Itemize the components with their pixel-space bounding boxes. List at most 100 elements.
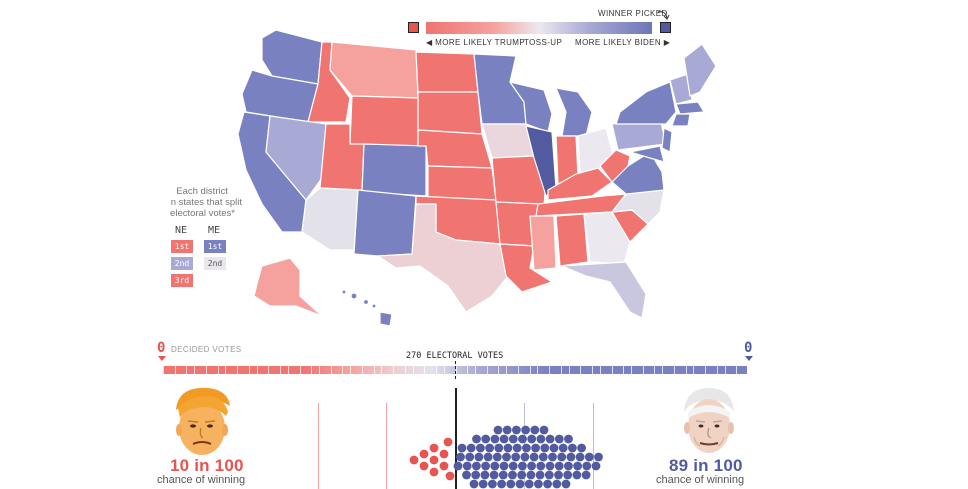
simulation-dot-biden — [502, 425, 512, 435]
me-district-2[interactable]: 2nd — [204, 257, 226, 270]
simulation-dot-biden — [488, 479, 497, 489]
simulation-dot-biden — [536, 461, 546, 471]
simulation-dot-biden — [554, 470, 563, 480]
bar-separator — [393, 366, 395, 374]
simulation-dot-biden — [466, 443, 476, 453]
simulation-dot-biden — [558, 443, 568, 453]
simulation-dot-biden — [511, 452, 521, 462]
winner-biden-swatch — [660, 22, 671, 33]
simulation-dot-biden — [563, 470, 573, 480]
simulation-dot-biden — [456, 452, 465, 462]
state-maryland[interactable] — [629, 145, 665, 163]
simulation-dot-biden — [594, 452, 603, 462]
bar-separator — [498, 366, 500, 374]
winner-trump-swatch — [408, 22, 419, 33]
trump-odds-subtitle: chance of winning — [157, 474, 246, 486]
simulation-dot-biden — [577, 443, 586, 453]
simulation-dot-biden — [591, 461, 601, 471]
biden-vote-count: 0 — [744, 340, 753, 356]
state-massachusetts[interactable] — [675, 101, 705, 115]
state-new-york[interactable] — [615, 81, 677, 125]
bar-separator — [361, 366, 363, 374]
simulation-dot-biden — [462, 470, 471, 480]
ne-district-1[interactable]: 1st — [171, 240, 193, 253]
simulation-dot-biden — [508, 461, 518, 471]
bar-separator — [424, 366, 426, 374]
state-georgia[interactable] — [583, 211, 631, 265]
simulation-dot-biden — [543, 479, 552, 489]
simulation-dot-trump — [443, 437, 453, 447]
simulation-dot-biden — [518, 434, 527, 444]
state-arizona[interactable] — [301, 187, 359, 251]
simulation-dot-biden — [490, 434, 500, 444]
state-north-dakota[interactable] — [415, 51, 479, 93]
bar-separator — [736, 366, 738, 374]
state-alaska[interactable] — [253, 257, 323, 317]
district-note-line2: n states that split — [170, 197, 242, 208]
bar-separator — [705, 366, 707, 374]
state-new-mexico[interactable] — [353, 189, 417, 257]
ne-district-3[interactable]: 3rd — [171, 274, 193, 287]
simulation-dot-biden — [557, 452, 567, 462]
simulation-dot-biden — [471, 470, 481, 480]
state-florida[interactable] — [561, 261, 647, 319]
state-maine[interactable] — [683, 43, 717, 97]
bar-separator — [373, 366, 375, 374]
ne-district-column: 1st 2nd 3rd — [171, 240, 193, 291]
bar-separator — [560, 366, 562, 374]
bar-separator — [319, 366, 320, 374]
bar-separator — [662, 366, 664, 374]
simulation-dot-biden — [480, 470, 490, 480]
simulation-dot-trump — [429, 467, 439, 477]
bar-separator — [673, 366, 675, 374]
me-district-1[interactable]: 1st — [204, 240, 226, 253]
state-south-dakota[interactable] — [417, 91, 483, 135]
bar-separator — [205, 366, 207, 374]
state-wyoming[interactable] — [349, 95, 419, 147]
simulation-dot-biden — [489, 470, 499, 480]
simulation-dot-biden — [554, 434, 564, 444]
more-likely-trump-label: ◀ MORE LIKELY TRUMP — [426, 38, 526, 47]
simulation-dot-biden — [518, 461, 527, 471]
state-texas[interactable] — [377, 203, 509, 313]
biden-odds: 89 in 100 — [669, 456, 743, 475]
simulation-dot-biden — [529, 452, 539, 462]
simulation-dot-biden — [492, 452, 502, 462]
state-nevada[interactable] — [265, 115, 327, 201]
simulation-dot-biden — [581, 470, 591, 480]
bar-separator — [436, 366, 437, 374]
bar-separator — [404, 366, 406, 374]
simulation-dot-trump — [445, 471, 455, 481]
bar-separator — [330, 366, 332, 374]
bar-separator — [412, 366, 414, 374]
bar-separator — [685, 366, 687, 374]
bar-separator — [217, 366, 219, 374]
state-vermont-nh[interactable] — [669, 73, 693, 105]
simulation-dot-biden — [539, 425, 549, 435]
state-new-jersey[interactable] — [661, 127, 673, 153]
state-michigan[interactable] — [555, 87, 593, 137]
simulation-dot-biden — [512, 425, 521, 435]
simulation-dot-biden — [453, 461, 463, 471]
state-colorado[interactable] — [361, 143, 427, 197]
state-connecticut[interactable] — [671, 113, 691, 127]
state-west-virginia[interactable] — [599, 149, 631, 183]
simulation-dot-biden — [536, 434, 546, 444]
state-nebraska[interactable] — [417, 129, 493, 169]
trump-odds: 10 in 100 — [170, 456, 244, 475]
state-mississippi[interactable] — [529, 215, 557, 271]
bar-separator — [350, 366, 352, 374]
me-header: ME — [208, 225, 221, 236]
simulation-dot-biden — [534, 479, 543, 489]
state-hawaii[interactable] — [341, 289, 393, 327]
bar-separator — [549, 366, 551, 374]
tossup-label: TOSS-UP — [524, 38, 563, 47]
bar-separator — [280, 366, 281, 374]
state-kansas[interactable] — [427, 165, 497, 201]
bar-separator — [342, 366, 344, 374]
simulation-dot-biden — [566, 452, 576, 462]
ne-district-2[interactable]: 2nd — [171, 257, 193, 270]
bar-separator — [486, 366, 488, 374]
simulation-dot-biden — [527, 434, 537, 444]
state-alabama[interactable] — [555, 213, 589, 267]
